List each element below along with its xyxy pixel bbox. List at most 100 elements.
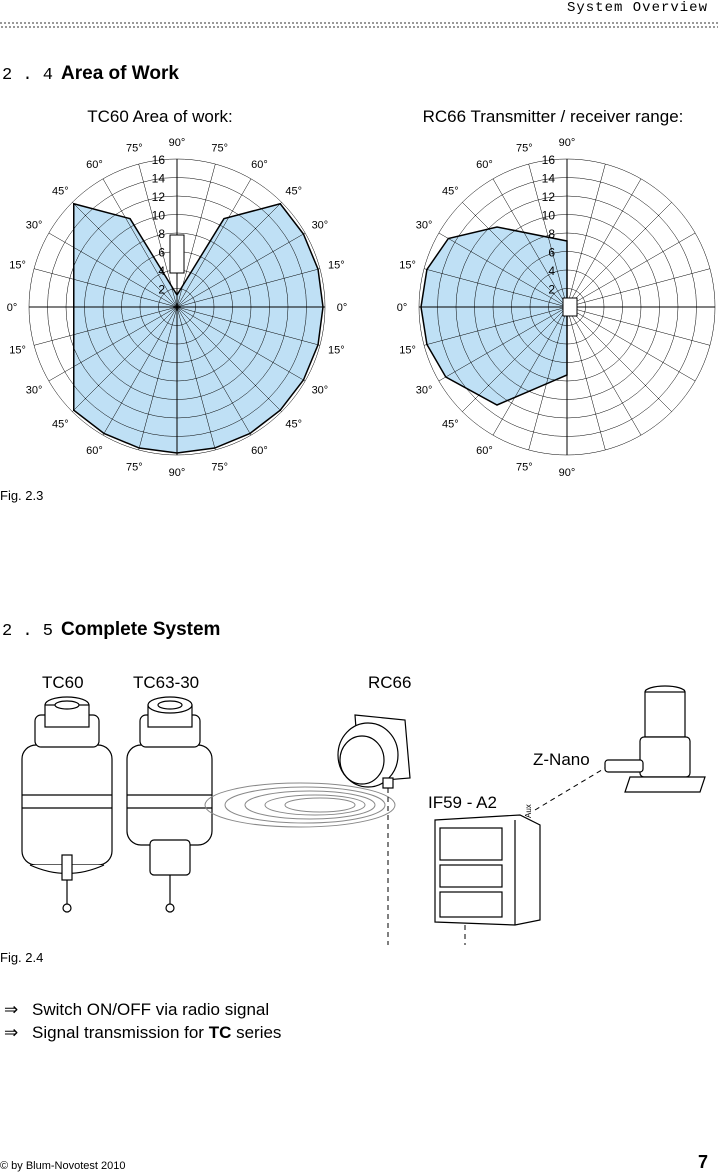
tool-setter-znano-part	[644, 691, 686, 738]
section-title: Area of Work	[61, 63, 179, 84]
radius-label: 2	[158, 283, 165, 297]
coverage-area	[420, 226, 568, 406]
section-title: Complete System	[61, 619, 221, 640]
system-illustration: TC60 TC63-30 RC66 Z-Nano IF59 - A2 Aux	[21, 673, 706, 945]
aux-label: Aux	[524, 804, 533, 818]
cables-part	[534, 767, 606, 811]
footer-copyright: © by Blum-Novotest 2010	[0, 1160, 126, 1172]
angle-label: 60°	[86, 159, 103, 171]
device-label: Z-Nano	[533, 750, 590, 769]
tool-setter-znano-part	[604, 759, 644, 773]
section-heading: 2 . 4 Area of Work	[2, 63, 179, 85]
radius-label: 16	[152, 153, 166, 167]
radius-label: 16	[542, 153, 556, 167]
angle-label: 15°	[399, 345, 416, 357]
polar-diagrams: TC60 Area of work: RC66 Transmitter / re…	[7, 107, 716, 479]
angle-label: 30°	[416, 385, 433, 397]
radius-label: 2	[548, 283, 555, 297]
radius-label: 4	[548, 264, 555, 278]
radius-label: 6	[158, 246, 165, 260]
tool-setter-znano-part	[639, 736, 691, 778]
angle-label: 90°	[559, 467, 576, 479]
radius-label: 14	[152, 172, 166, 186]
angle-label: 45°	[442, 185, 459, 197]
angle-label: 90°	[169, 467, 186, 479]
angle-label: 90°	[169, 137, 186, 149]
receiver-icon	[562, 297, 578, 317]
receiver-rc66-part	[382, 777, 394, 789]
angle-label: 0°	[7, 302, 18, 314]
bullet-text: Switch ON/OFF via radio signal	[32, 1000, 270, 1019]
probe-tc60-part	[21, 744, 113, 866]
page-number: 7	[697, 1152, 708, 1172]
probe-tc60	[21, 696, 113, 913]
diagram-title: TC60 Area of work:	[87, 107, 233, 126]
angle-label: 0°	[337, 302, 348, 314]
angle-label: 15°	[9, 345, 26, 357]
interface-if59-part	[439, 891, 503, 918]
radius-label: 12	[542, 190, 556, 204]
radio-waves-part	[224, 786, 386, 824]
header-rule	[0, 22, 718, 28]
radio-waves-part	[264, 794, 366, 816]
bullet-marker: ⇒	[4, 1023, 19, 1042]
angle-label: 30°	[312, 220, 329, 232]
bullet: ⇒ Signal transmission for TC series	[4, 1023, 281, 1043]
bullet-marker: ⇒	[4, 1000, 19, 1019]
tool-setter-znano-part	[624, 776, 706, 793]
section-number: 2 . 4	[2, 66, 54, 85]
figure-caption: Fig. 2.3	[0, 488, 44, 503]
interface-if59	[434, 814, 541, 926]
angle-label: 60°	[476, 445, 493, 457]
polar-right: 90°75°60°45°30°15°0°15°30°45°60°75° 90°16…	[397, 137, 716, 479]
angle-label: 30°	[312, 385, 329, 397]
bullet: ⇒ Switch ON/OFF via radio signal	[4, 1000, 269, 1020]
cables	[387, 767, 606, 945]
angle-label: 60°	[251, 159, 268, 171]
header-title: System Overview	[566, 0, 708, 16]
interface-if59-part	[439, 827, 503, 861]
angle-label: 15°	[9, 259, 26, 271]
device-label: TC63-30	[133, 673, 199, 692]
radio-waves-part	[244, 790, 376, 820]
device-label: RC66	[368, 673, 411, 692]
probe-tc60-part	[62, 903, 72, 913]
device-label: IF59 - A2	[428, 793, 497, 812]
section-number: 2 . 5	[2, 622, 54, 641]
probe-tc60-part	[54, 700, 80, 710]
tool-setter-znano	[604, 685, 706, 793]
angle-label: 60°	[251, 445, 268, 457]
probe-tc63-part	[149, 839, 191, 876]
radius-label: 4	[158, 264, 165, 278]
receiver-rc66-part	[339, 735, 385, 785]
angle-label: 30°	[416, 220, 433, 232]
angle-label: 15°	[328, 259, 345, 271]
radius-label: 10	[152, 209, 166, 223]
bullet-text: Signal transmission for	[32, 1023, 209, 1042]
radius-label: 10	[542, 209, 556, 223]
device-label: TC60	[42, 673, 84, 692]
angle-label: 45°	[285, 419, 302, 431]
angle-label: 75°	[516, 461, 533, 473]
angle-label: 45°	[442, 419, 459, 431]
bullet-text: series	[231, 1023, 282, 1042]
angle-label: 60°	[476, 159, 493, 171]
diagram-title: RC66 Transmitter / receiver range:	[423, 107, 684, 126]
figure-caption: Fig. 2.4	[0, 950, 44, 965]
angle-label: 30°	[26, 220, 43, 232]
polar-left: 90° 75°60°45°30°15°0°15°30°45°60°75°90°75…	[7, 137, 348, 479]
section-heading: 2 . 5 Complete System	[2, 619, 220, 641]
angle-label: 75°	[211, 461, 228, 473]
probe-tc60-part	[61, 854, 73, 881]
radius-label: 8	[158, 227, 165, 241]
angle-label: 75°	[126, 461, 143, 473]
angle-label: 30°	[26, 385, 43, 397]
angle-label: 45°	[52, 185, 69, 197]
angle-spoke	[33, 268, 321, 346]
angle-label: 90°	[559, 137, 576, 149]
angle-label: 0°	[397, 302, 408, 314]
angle-label: 15°	[399, 259, 416, 271]
probe-icon	[169, 234, 185, 274]
angle-label: 75°	[211, 143, 228, 155]
